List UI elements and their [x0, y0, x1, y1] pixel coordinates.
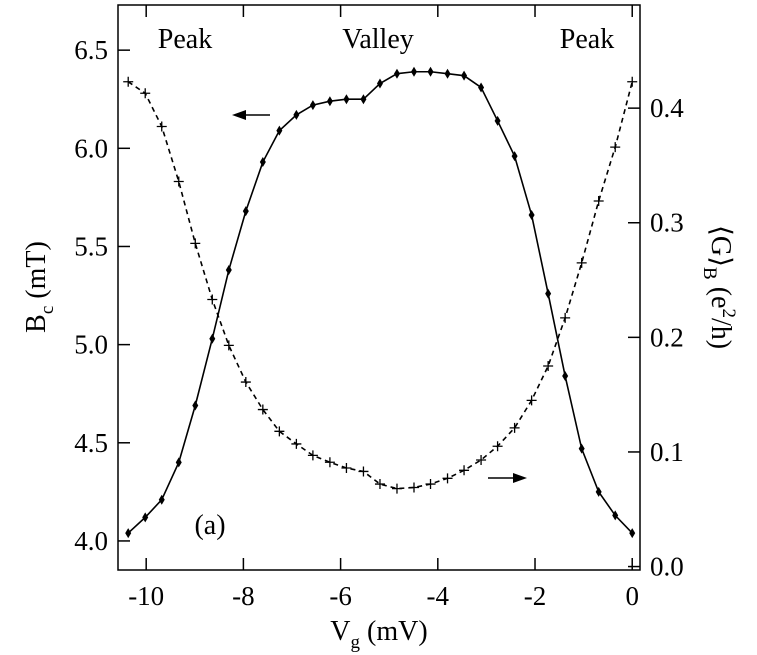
y-axis-label: Bc (mT): [21, 241, 58, 333]
diamond-marker: [259, 157, 266, 168]
diamond-marker: [410, 66, 417, 77]
plus-marker: [324, 457, 335, 468]
x-tick-label: -4: [427, 581, 450, 611]
plus-marker: [509, 422, 520, 433]
plus-marker: [190, 238, 201, 249]
x-tick-label: -6: [329, 581, 352, 611]
plus-marker: [307, 450, 318, 461]
diamond-marker: [142, 512, 149, 523]
plus-marker: [391, 483, 402, 494]
plus-marker: [173, 176, 184, 187]
y-tick-label: 5.0: [74, 330, 108, 360]
diamond-marker: [192, 400, 199, 411]
diamond-marker: [175, 457, 182, 468]
right-arrow: [488, 473, 527, 483]
diamond-marker: [511, 151, 518, 162]
plus-marker: [459, 465, 470, 476]
plus-marker: [223, 340, 234, 351]
plus-marker: [123, 76, 134, 87]
diamond-marker: [393, 68, 400, 79]
plus-marker: [593, 195, 604, 206]
plus-marker: [408, 482, 419, 493]
plus-marker: [156, 121, 167, 132]
annotation: Peak: [158, 24, 212, 55]
plus-marker: [442, 473, 453, 484]
diamond-marker: [276, 125, 283, 136]
plus-marker: [291, 438, 302, 449]
plus-marker: [492, 441, 503, 452]
y2-tick-label: 0.0: [650, 552, 684, 582]
x-tick-label: -2: [524, 581, 547, 611]
plus-marker: [240, 377, 251, 388]
diamond-marker: [158, 494, 165, 505]
annotation: (a): [194, 510, 225, 541]
plus-marker: [374, 479, 385, 490]
plus-marker: [358, 466, 369, 477]
y-tick-label: 4.5: [74, 428, 108, 458]
y2-axis-label: ⟨G⟩B (e2/h): [699, 225, 739, 349]
y-tick-label: 6.5: [74, 35, 108, 65]
plus-marker: [543, 361, 554, 372]
diamond-marker: [209, 333, 216, 344]
plus-marker: [140, 88, 151, 99]
diamond-marker: [578, 443, 585, 454]
y2-tick-label: 0.4: [650, 93, 684, 123]
plus-marker: [274, 426, 285, 437]
diamond-marker: [343, 94, 350, 105]
y2-tick-label: 0.2: [650, 322, 684, 352]
series-line: [127, 81, 633, 490]
y-tick-label: 5.5: [74, 231, 108, 261]
diamond-marker: [293, 109, 300, 120]
annotation: Valley: [342, 24, 414, 55]
x-axis-label: Vg (mV): [330, 616, 427, 653]
y2-tick-label: 0.3: [650, 208, 684, 238]
diamond-marker: [309, 100, 316, 111]
left-arrow: [232, 110, 270, 120]
plus-marker: [207, 294, 218, 305]
plus-marker: [476, 454, 487, 465]
plot-frame: [117, 4, 641, 571]
x-tick-label: 0: [625, 581, 639, 611]
diamond-marker: [478, 82, 485, 93]
diamond-marker: [562, 371, 569, 382]
plus-marker: [257, 404, 268, 415]
diamond-marker: [629, 528, 636, 539]
diamond-marker: [444, 68, 451, 79]
y-tick-label: 6.0: [74, 133, 108, 163]
y2-tick-label: 0.1: [650, 437, 684, 467]
diamond-marker: [612, 510, 619, 521]
diamond-marker: [242, 206, 249, 217]
x-tick-label: -8: [232, 581, 255, 611]
diamond-marker: [125, 528, 132, 539]
y-tick-label: 4.0: [74, 526, 108, 556]
plus-marker: [341, 463, 352, 474]
diamond-marker: [494, 115, 501, 126]
diamond-marker: [326, 96, 333, 107]
plus-marker: [560, 312, 571, 323]
plus-marker: [610, 142, 621, 153]
diamond-marker: [545, 288, 552, 299]
x-tick-label: -10: [128, 581, 164, 611]
diamond-marker: [595, 486, 602, 497]
annotation: Peak: [560, 24, 614, 55]
plus-marker: [627, 76, 638, 87]
plus-marker: [425, 479, 436, 490]
diamond-marker: [360, 94, 367, 105]
diamond-marker: [376, 78, 383, 89]
plus-marker: [526, 395, 537, 406]
diamond-marker: [528, 210, 535, 221]
diamond-marker: [461, 70, 468, 81]
diamond-marker: [427, 66, 434, 77]
diamond-marker: [225, 265, 232, 276]
plus-marker: [576, 257, 587, 268]
series-line: [127, 70, 633, 534]
